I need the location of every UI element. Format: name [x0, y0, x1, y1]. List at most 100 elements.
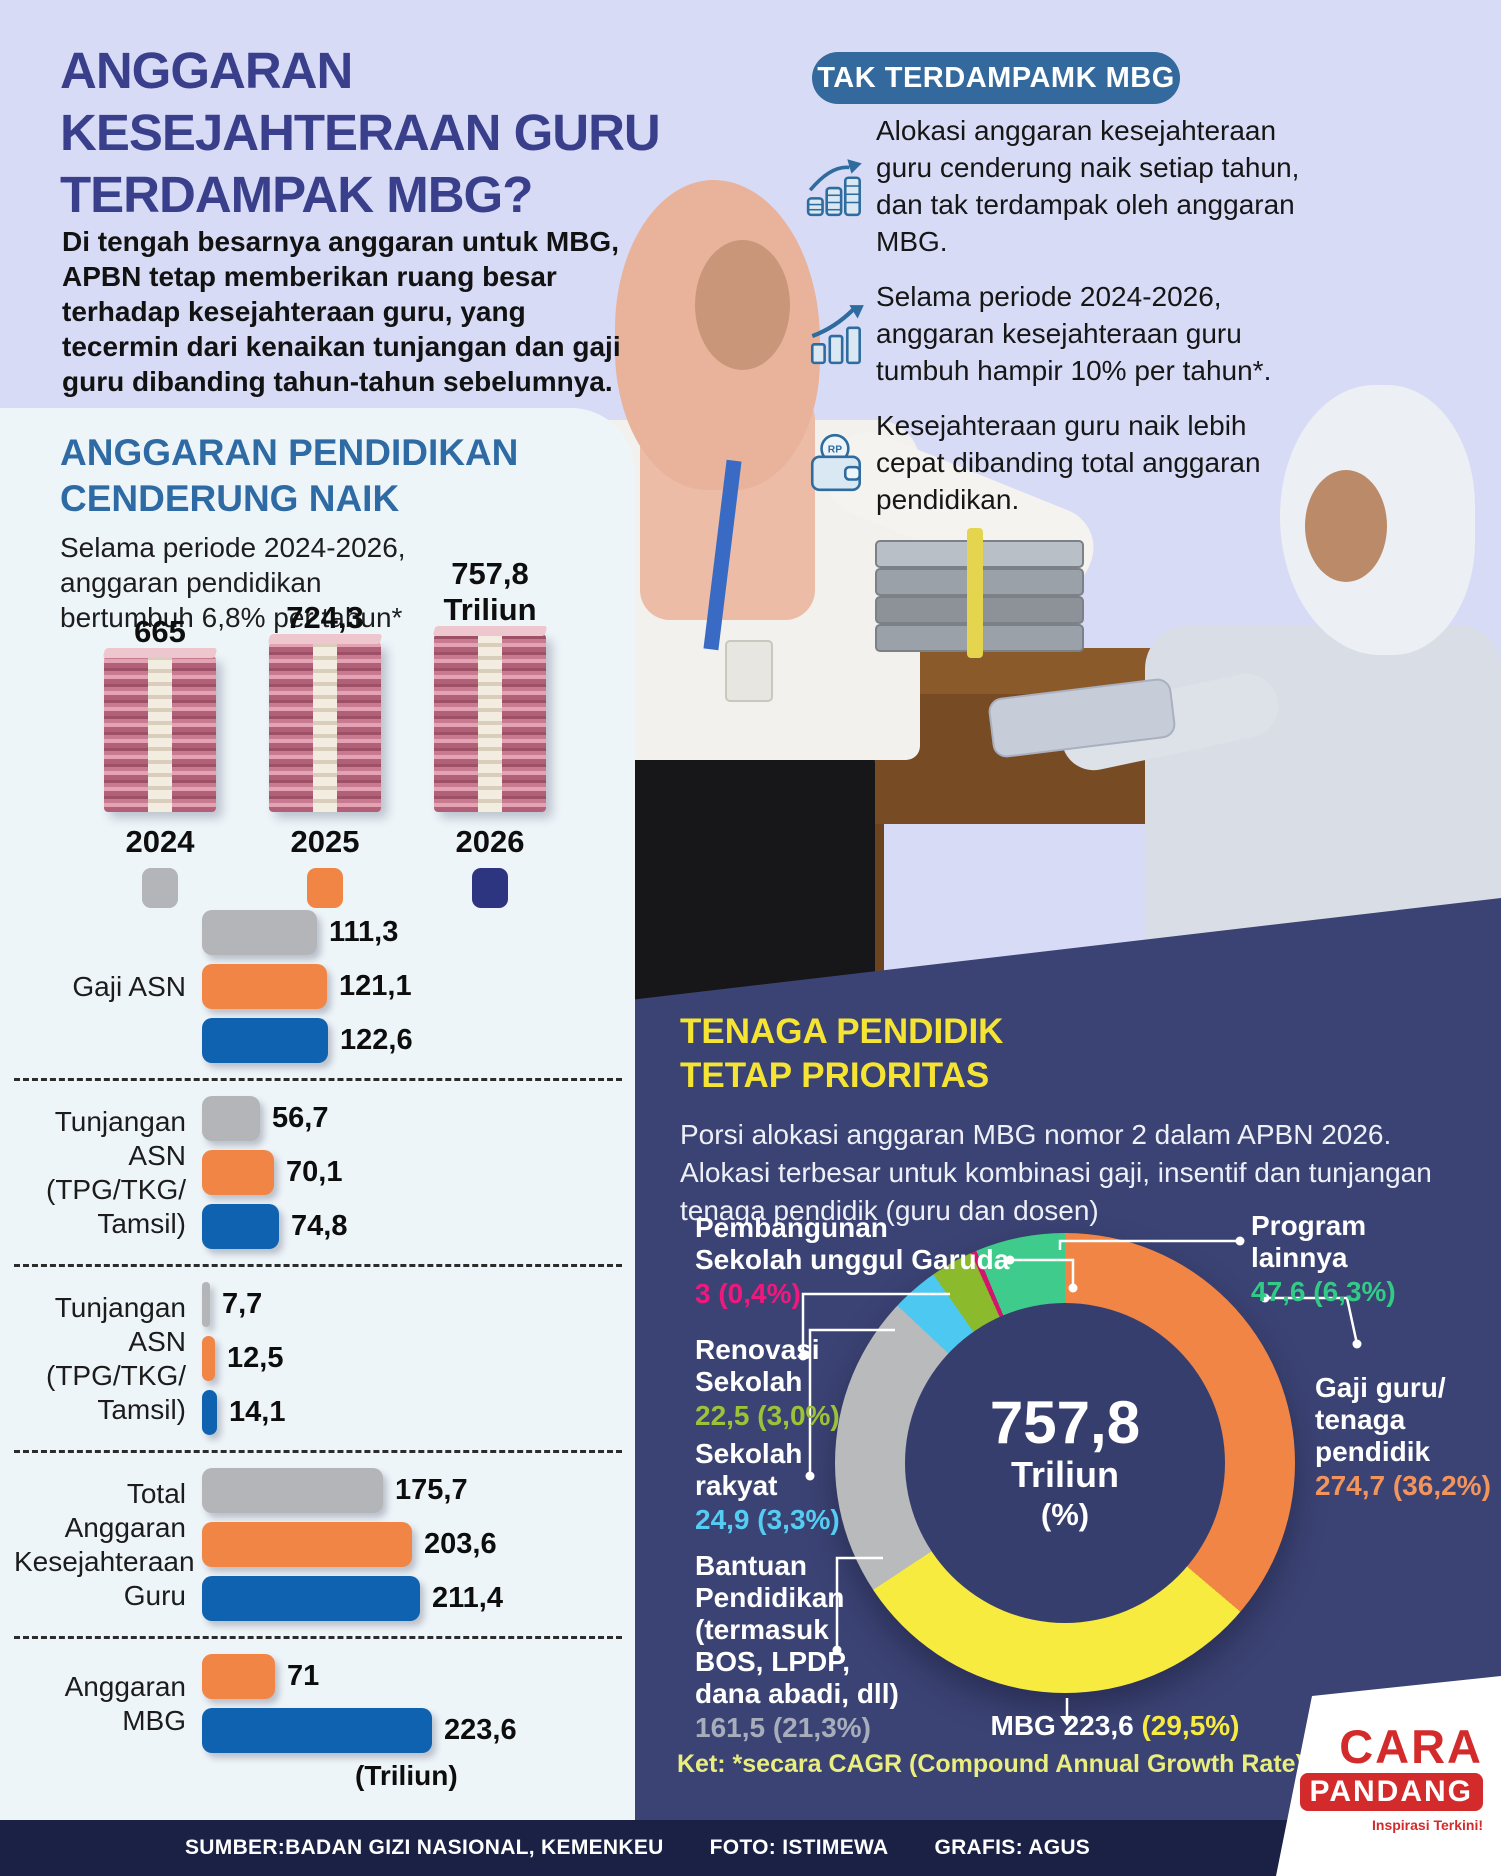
slice-value: 3 (0,4%)	[695, 1278, 801, 1309]
slice-label: Bantuan Pendidikan (termasuk BOS, LPDP, …	[695, 1550, 899, 1709]
education-budget-panel: ANGGARAN PENDIDIKAN CENDERUNG NAIK Selam…	[0, 408, 635, 1820]
priority-panel: TENAGA PENDIDIK TETAP PRIORITAS Porsi al…	[635, 898, 1501, 1820]
stack-value: 665	[134, 614, 186, 649]
donut-label-program_lainnya: Program lainnya 47,6 (6,3%)	[1251, 1210, 1396, 1308]
footnote: Ket: *secara CAGR (Compound Annual Growt…	[677, 1750, 1304, 1778]
slice-label: Program lainnya	[1251, 1210, 1367, 1273]
section-heading: ANGGARAN PENDIDIKAN CENDERUNG NAIK	[60, 432, 519, 519]
slice-label: Pembangunan Sekolah unggul Garuda	[695, 1212, 1010, 1275]
bar-value: 203,6	[424, 1528, 497, 1560]
page-title: ANGGARAN KESEJAHTERAAN GURU TERDAMPAK MB…	[60, 40, 720, 226]
money-stack-chart: 665 2024 724,3 2025 757,8 Triliun 2026	[10, 528, 625, 908]
legend-swatch	[307, 868, 343, 908]
bar-value: 121,1	[339, 970, 412, 1002]
bar-2025	[202, 1654, 275, 1699]
bar-value: 14,1	[229, 1396, 286, 1428]
bar-value: 175,7	[395, 1474, 468, 1506]
bar-group-label: Tunjangan ASN (TPG/TKG/ Tamsil)	[46, 1291, 186, 1425]
section-subtitle: Selama periode 2024-2026, anggaran pendi…	[60, 532, 406, 633]
footer-photo-credit: FOTO: ISTIMEWA	[709, 1836, 889, 1859]
title-line: TERDAMPAK MBG?	[60, 166, 533, 223]
bar-2025	[202, 1522, 412, 1567]
teacher-face	[695, 240, 790, 370]
slice-label: MBG 223,6	[990, 1710, 1142, 1741]
food-tray-stack	[875, 528, 1084, 658]
bar-value: 122,6	[340, 1024, 413, 1056]
chart-growth-icon	[798, 301, 876, 367]
logo-text-cara: CARA	[1339, 1720, 1483, 1773]
money-bundle-stack	[269, 642, 381, 812]
highlight-bullet: Alokasi anggaran kesejahteraan guru cend…	[798, 112, 1468, 260]
footer-source: SUMBER:BADAN GIZI NASIONAL, KEMENKEU	[185, 1836, 664, 1859]
money-bundle-stack	[104, 656, 216, 812]
legend-swatch	[472, 868, 508, 908]
coins-growth-icon	[798, 153, 876, 219]
highlight-bullet-list: Alokasi anggaran kesejahteraan guru cend…	[798, 112, 1468, 536]
bar-group-label: Gaji ASN	[72, 970, 186, 1002]
donut-label-renovasi: Renovasi Sekolah 22,5 (3,0%)	[695, 1334, 840, 1432]
section-paragraph: Porsi alokasi anggaran MBG nomor 2 dalam…	[680, 1119, 1432, 1226]
money-stack-2025: 724,3 2025	[240, 600, 410, 908]
bar-group: Anggaran MBG 71 223,6	[14, 1639, 622, 1768]
donut-label-pembangunan: Pembangunan Sekolah unggul Garuda 3 (0,4%…	[695, 1212, 1009, 1310]
bar-value: 223,6	[444, 1714, 517, 1746]
donut-center-suffix: (%)	[1040, 1497, 1090, 1532]
bar-value: 70,1	[286, 1156, 343, 1188]
slice-value: 161,5 (21,3%)	[695, 1712, 871, 1743]
bar-value: 12,5	[227, 1342, 284, 1374]
bar-2025	[202, 1150, 274, 1195]
footer-bar: SUMBER:BADAN GIZI NASIONAL, KEMENKEU FOT…	[0, 1820, 1501, 1876]
bar-value: 111,3	[329, 916, 399, 948]
unit-label: (Triliun)	[355, 1760, 458, 1791]
bar-2026	[202, 1390, 217, 1435]
footer-graphics-credit: GRAFIS: AGUS	[934, 1836, 1091, 1859]
bar-2026	[202, 1204, 279, 1249]
bar-2024	[202, 1282, 210, 1327]
donut-center: 757,8 Triliun (%)	[905, 1303, 1225, 1623]
bar-2024	[202, 1468, 383, 1513]
bar-group: Tunjangan ASN (TPG/TKG/ Tamsil) 7,7 12,5 14…	[14, 1267, 622, 1453]
bar-value: 7,7	[222, 1288, 263, 1320]
stack-value: 757,8 Triliun	[443, 556, 537, 627]
donut-label-gaji_guru: Gaji guru/ tenaga pendidik 274,7 (36,2%)	[1315, 1372, 1491, 1502]
bar-2024	[202, 1096, 260, 1141]
donut-center-unit: Triliun	[1011, 1454, 1119, 1495]
slice-value: 24,9 (3,3%)	[695, 1504, 840, 1535]
bar-2026	[202, 1576, 420, 1621]
title-line: ANGGARAN	[60, 42, 353, 99]
slice-label: Sekolah rakyat	[695, 1438, 803, 1501]
bar-group-label: Total Anggaran Kesejahteraan Guru	[14, 1477, 195, 1611]
stack-year-label: 2025	[290, 824, 360, 859]
bar-value: 56,7	[272, 1102, 329, 1134]
donut-center-value: 757,8	[989, 1389, 1141, 1456]
stack-year-label: 2024	[125, 824, 195, 859]
money-stack-2026: 757,8 Triliun 2026	[405, 556, 575, 908]
slice-value: 274,7 (36,2%)	[1315, 1470, 1491, 1501]
bar-2026	[202, 1018, 328, 1063]
id-badge	[725, 640, 773, 702]
legend-swatch	[142, 868, 178, 908]
highlight-box-title: TAK TERDAMPAMK MBG	[812, 52, 1180, 104]
logo-tagline: Inspirasi Terkini!	[1372, 1817, 1483, 1833]
bar-value: 74,8	[291, 1210, 348, 1242]
donut-label-bantuan: Bantuan Pendidikan (termasuk BOS, LPDP, …	[695, 1550, 899, 1744]
slice-label: Renovasi Sekolah	[695, 1334, 820, 1397]
highlight-bullet: RP Kesejahteraan guru naik lebih cepat d…	[798, 407, 1468, 518]
student-face	[1305, 470, 1387, 582]
title-line: KESEJAHTERAAN GURU	[60, 104, 661, 161]
slice-value: 22,5 (3,0%)	[695, 1400, 840, 1431]
bar-group: Tunjangan ASN (TPG/TKG/ Tamsil) 56,7 70,1 7…	[14, 1081, 622, 1267]
wallet-icon: RP	[798, 430, 876, 496]
bar-group: Gaji ASN 111,3 121,1 122,6	[14, 895, 622, 1081]
bullet-text: Selama periode 2024-2026, anggaran kesej…	[876, 281, 1272, 386]
stack-year-label: 2026	[455, 824, 525, 859]
bar-group-label: Tunjangan ASN (TPG/TKG/ Tamsil)	[46, 1105, 186, 1239]
bar-value: 211,4	[432, 1582, 503, 1614]
bar-group: Total Anggaran Kesejahteraan Guru 175,7 20…	[14, 1453, 622, 1639]
cara-pandang-logo: CARA PANDANG Inspirasi Terkini!	[1276, 1676, 1501, 1876]
tray-strap	[967, 528, 983, 658]
bar-2024	[202, 910, 317, 955]
bullet-text: Kesejahteraan guru naik lebih cepat diba…	[876, 410, 1261, 515]
slice-value: (29,5%)	[1141, 1710, 1240, 1741]
